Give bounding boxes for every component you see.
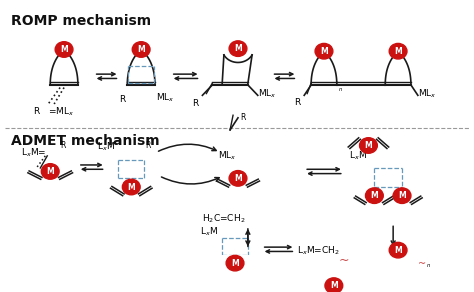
Circle shape	[360, 138, 377, 153]
Text: M: M	[394, 246, 402, 255]
Circle shape	[132, 42, 150, 57]
Text: ADMET mechanism: ADMET mechanism	[11, 134, 159, 148]
Text: ~: ~	[418, 259, 426, 269]
Circle shape	[55, 42, 73, 57]
Text: M: M	[231, 259, 239, 268]
Text: M: M	[365, 141, 372, 150]
Text: R: R	[294, 98, 300, 107]
Text: R: R	[192, 99, 199, 108]
Text: M: M	[320, 47, 328, 56]
Circle shape	[325, 278, 343, 292]
Text: ROMP mechanism: ROMP mechanism	[11, 14, 151, 28]
Text: ML$_x$: ML$_x$	[218, 150, 237, 162]
Text: ML$_x$: ML$_x$	[258, 87, 276, 100]
Text: L$_x$M: L$_x$M	[201, 226, 219, 238]
Circle shape	[229, 41, 247, 56]
Text: M: M	[137, 45, 145, 54]
Text: R: R	[60, 141, 65, 150]
Text: M: M	[234, 174, 242, 183]
Text: L$_x$M: L$_x$M	[349, 150, 366, 162]
Text: M: M	[60, 45, 68, 54]
Text: R: R	[119, 95, 125, 104]
Text: H$_2$C=CH$_2$: H$_2$C=CH$_2$	[202, 213, 246, 225]
Circle shape	[226, 255, 244, 271]
Text: ~: ~	[339, 254, 349, 267]
Text: M: M	[398, 191, 406, 200]
Text: M: M	[46, 167, 54, 176]
Text: M: M	[128, 182, 135, 192]
Text: M: M	[234, 44, 242, 53]
Text: M: M	[394, 47, 402, 56]
Text: $_n$: $_n$	[426, 261, 431, 270]
Text: L$_x$M=: L$_x$M=	[20, 146, 46, 159]
Circle shape	[315, 44, 333, 59]
Text: M: M	[330, 281, 338, 290]
Text: ML$_x$: ML$_x$	[418, 87, 437, 100]
Circle shape	[41, 164, 59, 179]
Circle shape	[122, 179, 140, 195]
Circle shape	[389, 242, 407, 258]
Text: L$_x$M: L$_x$M	[97, 141, 115, 154]
Circle shape	[389, 44, 407, 59]
Text: R: R	[145, 141, 150, 150]
Text: ML$_x$: ML$_x$	[156, 92, 174, 104]
Text: M: M	[371, 191, 378, 200]
Circle shape	[393, 188, 411, 204]
Circle shape	[365, 188, 383, 204]
Text: R: R	[33, 107, 39, 117]
Text: $_n$: $_n$	[338, 85, 343, 94]
Text: =ML$_x$: =ML$_x$	[48, 106, 74, 118]
Text: R: R	[240, 113, 246, 122]
Circle shape	[229, 171, 247, 186]
Text: L$_x$M=CH$_2$: L$_x$M=CH$_2$	[297, 245, 340, 257]
